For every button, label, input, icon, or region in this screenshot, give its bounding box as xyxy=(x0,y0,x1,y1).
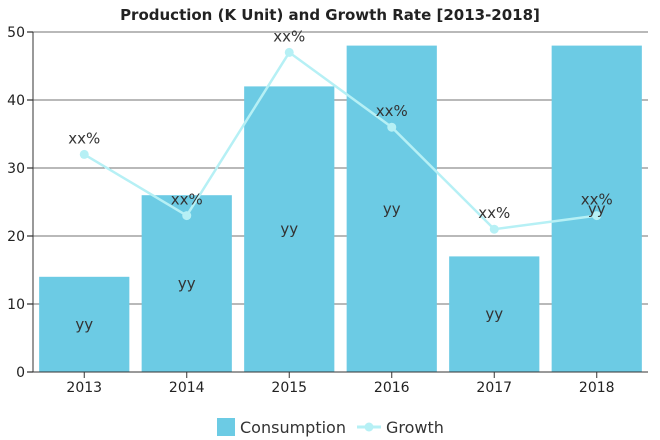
bar-consumption xyxy=(141,195,232,372)
growth-point xyxy=(284,47,294,57)
y-tick-label: 30 xyxy=(7,161,25,177)
x-tick-label: 2018 xyxy=(579,380,615,396)
bar-data-label: yy xyxy=(383,200,401,218)
x-tick-label: 2014 xyxy=(169,380,205,396)
growth-line-layer xyxy=(79,47,602,234)
legend-label-consumption: Consumption xyxy=(240,418,346,437)
bar-consumption xyxy=(449,256,540,372)
x-tick-label: 2017 xyxy=(476,380,512,396)
growth-point xyxy=(387,122,397,132)
growth-data-label: xx% xyxy=(171,191,203,209)
growth-data-label: xx% xyxy=(581,191,613,209)
bar-consumption xyxy=(551,45,642,372)
bar-data-label: yy xyxy=(178,275,196,293)
bar-data-label: yy xyxy=(280,220,298,238)
bar-consumption xyxy=(346,45,437,372)
legend[interactable]: Consumption Growth xyxy=(217,418,444,437)
axes: 0 10 20 30 40 50 2013 2014 2015 2016 2017 2018 xyxy=(7,25,648,396)
legend-swatch-growth-dot xyxy=(364,422,374,432)
bar-consumption xyxy=(39,276,130,372)
growth-line xyxy=(83,50,597,231)
growth-point xyxy=(79,149,89,159)
bar-consumption xyxy=(244,86,335,373)
legend-item-growth: Growth xyxy=(357,418,444,437)
y-tick-label: 10 xyxy=(7,297,25,313)
y-tick-label: 20 xyxy=(7,229,25,245)
growth-data-label: xx% xyxy=(376,102,408,120)
bar-data-label: yy xyxy=(588,200,606,218)
chart-title: Production (K Unit) and Growth Rate [201… xyxy=(120,6,540,24)
growth-data-label: xx% xyxy=(273,27,305,45)
growth-point xyxy=(489,224,499,234)
y-tick-label: 50 xyxy=(7,25,25,41)
y-tick-label: 0 xyxy=(16,365,25,381)
growth-point xyxy=(592,211,602,221)
growth-data-label: xx% xyxy=(478,204,510,222)
y-tick-label: 40 xyxy=(7,93,25,109)
consumption-bars xyxy=(39,45,642,373)
x-tick-label: 2016 xyxy=(374,380,410,396)
legend-swatch-consumption xyxy=(217,418,235,436)
x-tick-label: 2013 xyxy=(66,380,102,396)
legend-label-growth: Growth xyxy=(386,418,444,437)
bar-data-label: yy xyxy=(75,315,93,333)
growth-data-label: xx% xyxy=(68,129,100,147)
growth-point xyxy=(182,211,192,221)
legend-item-consumption: Consumption xyxy=(217,418,346,437)
x-tick-label: 2015 xyxy=(271,380,307,396)
bar-data-label: yy xyxy=(485,305,503,323)
